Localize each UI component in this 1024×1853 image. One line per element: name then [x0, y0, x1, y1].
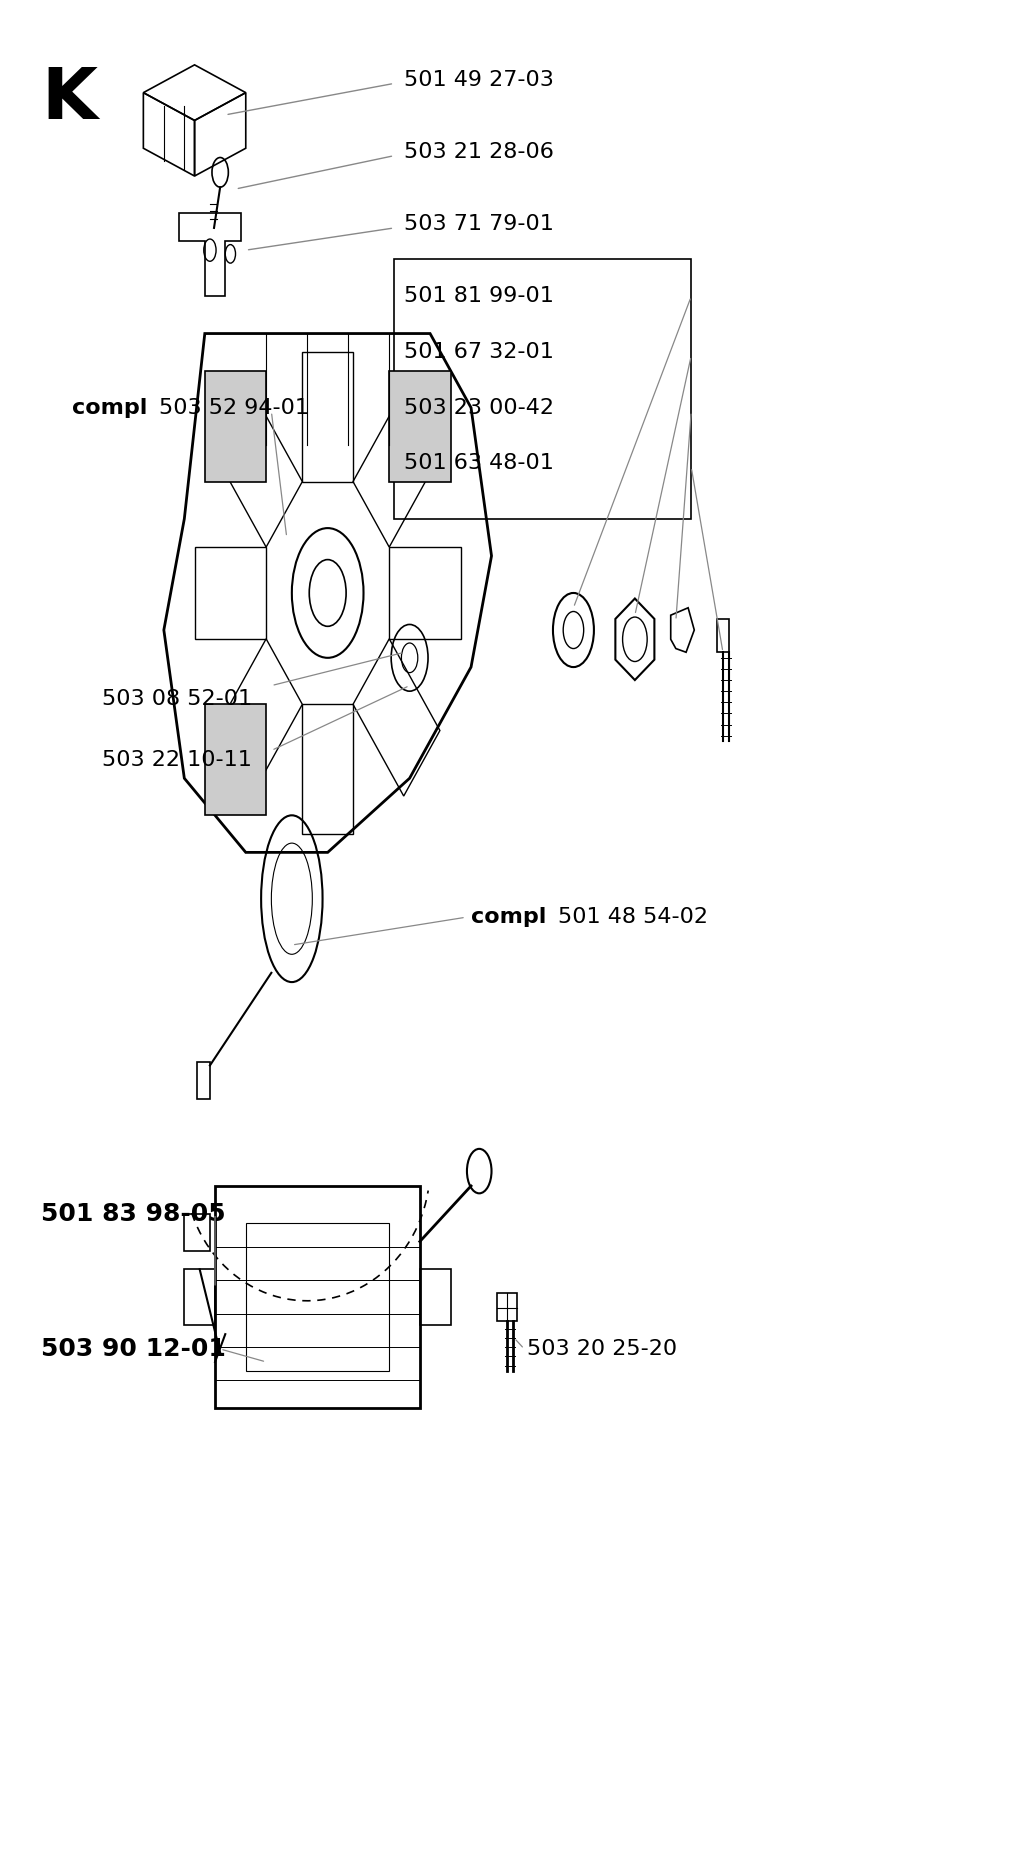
Text: 503 22 10-11: 503 22 10-11	[102, 750, 252, 769]
Text: 503 90 12-01: 503 90 12-01	[41, 1338, 226, 1360]
Bar	[184, 1269, 215, 1325]
Text: 503 20 25-20: 503 20 25-20	[527, 1340, 678, 1358]
Bar	[420, 1269, 451, 1325]
Text: 503 08 52-01: 503 08 52-01	[102, 689, 253, 708]
Text: 501 81 99-01: 501 81 99-01	[404, 287, 554, 306]
Bar	[389, 371, 451, 482]
Text: 501 48 54-02: 501 48 54-02	[558, 908, 708, 926]
Text: compl: compl	[471, 908, 554, 926]
Text: 503 23 00-42: 503 23 00-42	[404, 398, 554, 417]
Text: 503 71 79-01: 503 71 79-01	[404, 215, 554, 233]
Bar	[205, 704, 266, 815]
Text: 501 49 27-03: 501 49 27-03	[404, 70, 554, 89]
Bar	[215, 1186, 420, 1408]
Text: K: K	[41, 65, 97, 133]
Bar	[205, 371, 266, 482]
Text: 501 83 98-05: 501 83 98-05	[41, 1203, 225, 1225]
Bar	[717, 619, 729, 652]
Bar	[246, 1223, 389, 1371]
Bar	[497, 1293, 517, 1321]
Bar	[394, 259, 691, 519]
Text: 503 21 28-06: 503 21 28-06	[404, 143, 554, 161]
Text: compl: compl	[72, 398, 155, 417]
Text: 501 67 32-01: 501 67 32-01	[404, 343, 554, 361]
Text: 503 52 94-01: 503 52 94-01	[159, 398, 308, 417]
Text: 501 63 48-01: 501 63 48-01	[404, 454, 554, 473]
